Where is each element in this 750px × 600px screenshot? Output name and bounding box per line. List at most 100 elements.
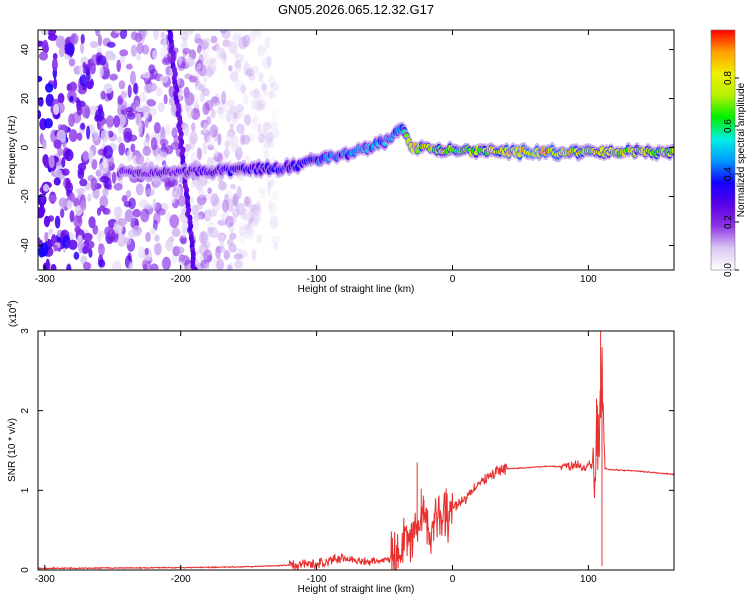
- heatmap-noise-blob: [226, 199, 234, 212]
- heatmap-noise-blob: [154, 234, 160, 242]
- heatmap-noise-blob: [69, 95, 74, 103]
- heatmap-noise-blob: [242, 34, 251, 48]
- heatmap-noise-blob: [267, 199, 274, 210]
- heatmap-noise-blob: [261, 127, 268, 139]
- heatmap-noise-blob: [181, 30, 189, 43]
- figure-title: GN05.2026.065.12.32.G17: [278, 2, 434, 17]
- heatmap-noise-blob: [252, 116, 258, 125]
- heatmap-noise-blob: [247, 217, 258, 224]
- heatmap-noise-blob: [249, 89, 260, 98]
- heatmap-noise-blob: [247, 31, 256, 44]
- heatmap-noise-blob: [90, 177, 98, 192]
- heatmap-noise-blob: [229, 123, 235, 132]
- heatmap-noise-blob: [256, 234, 263, 244]
- heatmap-noise-blob: [193, 214, 203, 221]
- heatmap-noise-blob: [258, 73, 264, 83]
- heatmap-noise-blob: [228, 65, 233, 72]
- heatmap-noise-blob: [218, 112, 226, 120]
- heatmap-noise-blob: [254, 64, 260, 77]
- heatmap-noise-blob: [150, 137, 158, 151]
- heatmap-noise-blob: [182, 47, 191, 55]
- heatmap-noise-blob: [99, 66, 104, 78]
- heatmap-noise-blob: [38, 109, 42, 120]
- heatmap-noise-blob: [239, 36, 246, 45]
- heatmap-noise-blob: [76, 105, 83, 116]
- heatmap-noise-blob: [198, 188, 205, 199]
- heatmap-noise-blob: [165, 124, 171, 136]
- heatmap-noise-blob: [223, 250, 230, 260]
- heatmap-noise-blob: [104, 226, 114, 237]
- heatmap-noise-blob: [256, 43, 266, 58]
- colorbar-label: Normalized spectral amplitude: [736, 82, 747, 217]
- snr-frame: [37, 330, 675, 571]
- heatmap-noise-blob: [127, 84, 132, 99]
- x-tick-label: -200: [171, 574, 191, 585]
- heatmap-noise-blob: [268, 202, 278, 215]
- heatmap-noise-blob: [235, 104, 244, 113]
- snr-x-axis-label: Height of straight line (km): [298, 584, 415, 595]
- heatmap-noise-blob: [98, 243, 105, 257]
- heatmap-noise-blob: [178, 261, 185, 270]
- heatmap-noise-blob: [68, 192, 76, 203]
- heatmap-noise-blob: [127, 134, 138, 142]
- heatmap-noise-blob: [254, 212, 260, 226]
- heatmap-noise-blob: [238, 226, 247, 236]
- heatmap-noise-blob: [263, 125, 271, 137]
- heatmap-noise-blob: [129, 70, 137, 85]
- heatmap-noise-blob: [245, 222, 254, 235]
- heatmap-noise-blob: [153, 122, 161, 134]
- heatmap-noise-blob: [248, 204, 259, 212]
- heatmap-noise-blob: [77, 170, 85, 180]
- heatmap-noise-blob: [126, 112, 136, 120]
- heatmap-noise-blob: [66, 264, 72, 270]
- heatmap-noise-blob: [70, 32, 79, 45]
- heatmap-noise-blob: [245, 70, 253, 77]
- heatmap-noise-blob: [264, 149, 270, 162]
- heatmap-noise-blob: [128, 262, 134, 270]
- heatmap-noise-blob: [215, 245, 221, 260]
- heatmap-noise-blob: [257, 133, 265, 144]
- snr-line-layer: [38, 331, 674, 570]
- heatmap-noise-blob: [45, 93, 55, 107]
- heatmap-noise-blob: [97, 34, 102, 47]
- heatmap-noise-blob: [227, 129, 236, 138]
- heatmap-noise-blob: [80, 33, 85, 45]
- heatmap-noise-blob: [228, 40, 238, 55]
- heatmap-noise-blob: [208, 209, 218, 217]
- heatmap-noise-blob: [271, 117, 277, 128]
- heatmap-noise-blob: [244, 228, 255, 240]
- heatmap-noise-blob: [116, 136, 123, 144]
- heatmap-noise-blob: [99, 195, 109, 208]
- heatmap-noise-blob: [268, 90, 274, 100]
- heatmap-noise-blob: [265, 175, 274, 185]
- heatmap-noise-blob: [140, 208, 150, 223]
- heatmap-noise-blob: [121, 195, 128, 203]
- heatmap-noise-blob: [197, 44, 202, 54]
- heatmap-noise-blob: [106, 41, 116, 48]
- heatmap-noise-blob: [232, 195, 238, 206]
- heatmap-noise-blob: [215, 41, 220, 49]
- heatmap-noise-blob: [207, 187, 212, 195]
- heatmap-noise-blob: [262, 121, 272, 130]
- x-tick-label: -300: [35, 274, 55, 285]
- heatmap-noise-blob: [256, 200, 262, 209]
- heatmap-noise-blob: [117, 124, 124, 134]
- heatmap-noise-blob: [209, 124, 219, 138]
- heatmap-noise-blob: [119, 30, 128, 40]
- heatmap-noise-blob: [224, 193, 229, 205]
- heatmap-noise-blob: [218, 100, 228, 113]
- heatmap-noise-blob: [107, 171, 112, 179]
- heatmap-noise-blob: [251, 249, 257, 261]
- heatmap-noise-blob: [43, 118, 53, 129]
- heatmap-noise-blob: [203, 249, 213, 263]
- heatmap-noise-blob: [250, 212, 260, 227]
- heatmap-noise-blob: [136, 53, 142, 61]
- heatmap-noise-blob: [102, 188, 109, 197]
- heatmap-noise-blob: [60, 208, 65, 219]
- y-tick-label: 0: [20, 144, 31, 150]
- heatmap-noise-blob: [135, 183, 144, 196]
- heatmap-noise-blob: [133, 82, 139, 95]
- heatmap-noise-blob: [82, 261, 91, 270]
- spectrogram-y-ticks: -40 -20 0 20 40: [20, 44, 674, 253]
- heatmap-noise-blob: [265, 132, 274, 143]
